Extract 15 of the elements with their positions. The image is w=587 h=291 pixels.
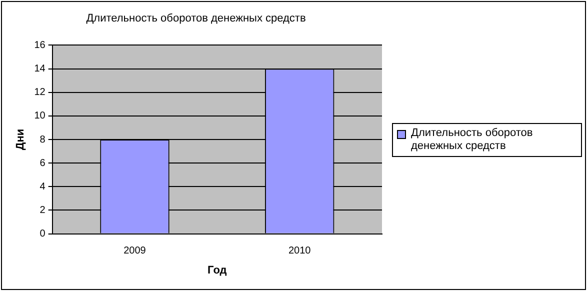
y-tick-label: 12 — [34, 87, 46, 98]
y-tick-label: 16 — [34, 40, 46, 51]
legend-label: Длительность оборотов денежных средств — [411, 126, 534, 152]
y-tick-label: 4 — [40, 181, 46, 192]
y-tick-label: 14 — [34, 64, 46, 75]
y-tick-label: 10 — [34, 110, 46, 122]
x-tick-label: 2010 — [288, 246, 312, 257]
x-axis-title: Год — [208, 264, 227, 276]
y-axis-title: Дни — [14, 128, 27, 150]
y-tick-label: 2 — [40, 204, 46, 216]
x-tick-label: 2009 — [124, 246, 146, 257]
chart-title: Длительность оборотов денежных средств — [86, 12, 306, 25]
y-tick-label: 6 — [40, 158, 46, 169]
y-tick-label: 0 — [40, 228, 46, 240]
y-tick-label: 8 — [40, 134, 46, 146]
